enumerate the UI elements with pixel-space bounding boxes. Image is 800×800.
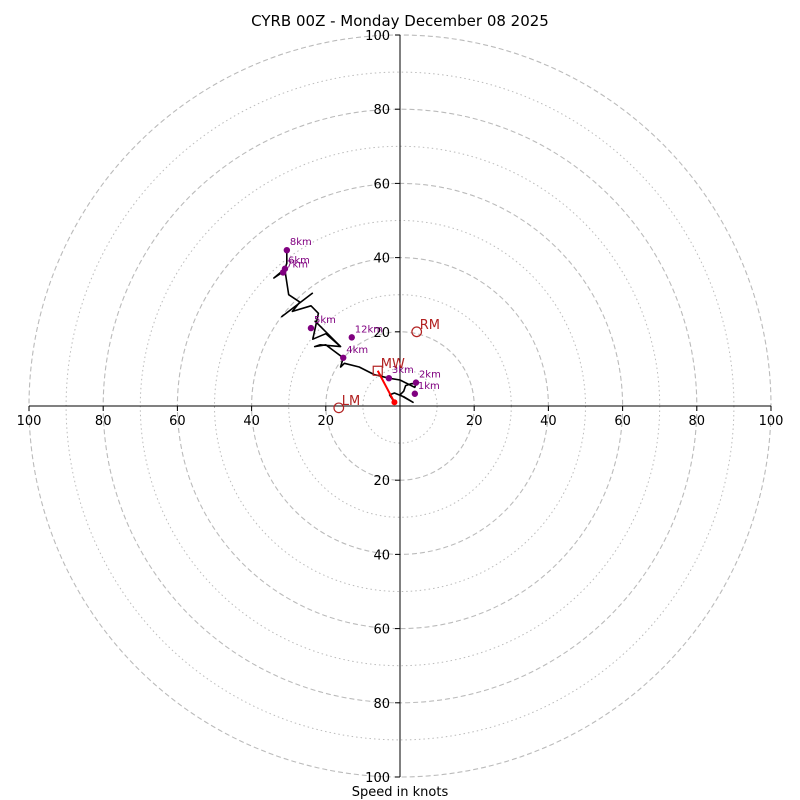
height-marker-point	[340, 354, 347, 361]
y-tick-label: 20	[373, 326, 390, 341]
x-tick-label: 80	[95, 414, 112, 429]
x-tick-label: 20	[318, 414, 335, 429]
y-tick-label: 20	[373, 474, 390, 489]
height-marker-point	[283, 246, 291, 254]
height-marker-label: 12km	[355, 324, 383, 335]
y-tick-label: 100	[365, 29, 390, 44]
y-tick-label: 80	[373, 697, 390, 712]
x-tick-label: 40	[243, 414, 260, 429]
storm-motion-label: MW	[381, 357, 405, 372]
x-tick-label: 60	[169, 414, 186, 429]
wind-trace-line	[273, 250, 417, 404]
height-marker-label: 1km	[418, 381, 440, 392]
storm-motion-label: RM	[420, 318, 440, 333]
storm-motion-label: LM	[342, 394, 360, 409]
x-tick-label: 80	[689, 414, 706, 429]
height-marker-point	[412, 379, 420, 386]
y-tick-label: 100	[365, 771, 390, 786]
y-tick-label: 80	[373, 103, 390, 118]
surface-point	[391, 399, 398, 406]
axes	[29, 35, 771, 777]
height-marker-label: 5km	[314, 315, 336, 326]
storm-motion-group: RM LM MW	[333, 318, 440, 414]
chart-title: CYRB 00Z - Monday December 08 2025	[251, 12, 549, 30]
x-tick-label: 100	[17, 414, 42, 429]
x-tick-label: 100	[759, 414, 784, 429]
storm-motion-marker	[372, 365, 383, 376]
height-marker-point	[348, 334, 355, 341]
tick-labels: 100 80 60 40 20 20 40 60 80 100 100 80 60 40 20 20 40 60 8…	[17, 29, 784, 786]
y-tick-label: 40	[373, 252, 390, 267]
height-marker-point	[411, 390, 419, 397]
height-marker-point	[279, 269, 287, 276]
shear-segment	[280, 292, 314, 318]
shear-segment	[314, 320, 342, 348]
height-marker-point	[385, 374, 393, 382]
height-marker-label: 7km	[286, 259, 308, 270]
height-marker-point	[307, 324, 315, 332]
x-tick-label: 60	[614, 414, 631, 429]
x-axis-title: Speed in knots	[352, 785, 449, 800]
storm-motion-marker	[411, 326, 423, 338]
height-marker-label: 4km	[346, 345, 368, 356]
height-marker-label: 6km	[288, 256, 310, 267]
height-marker-label: 2km	[419, 370, 441, 381]
y-tick-label: 60	[373, 623, 390, 638]
storm-motion-marker	[333, 402, 345, 414]
height-marker-label: 8km	[290, 237, 312, 248]
x-tick-label: 20	[466, 414, 483, 429]
wind-trace-group	[273, 250, 417, 406]
y-tick-label: 40	[373, 548, 390, 563]
x-tick-label: 40	[540, 414, 557, 429]
mean-wind-vector	[376, 370, 396, 403]
height-marker-label: 3km	[392, 365, 414, 376]
y-tick-label: 60	[373, 177, 390, 192]
